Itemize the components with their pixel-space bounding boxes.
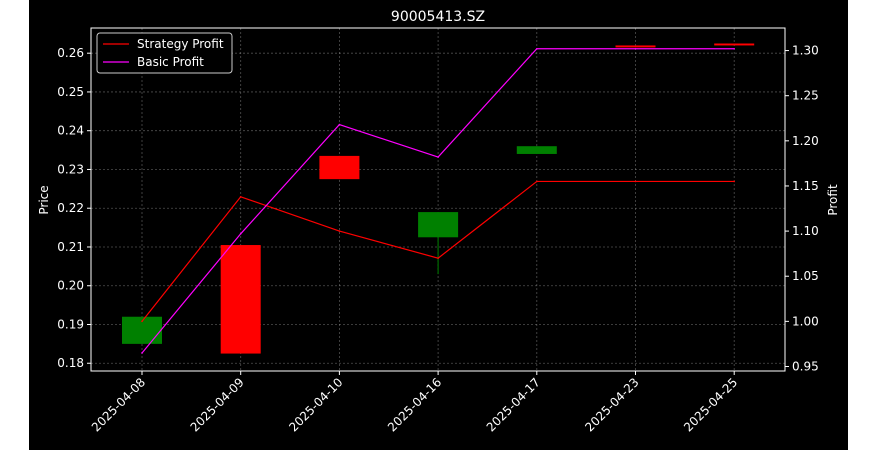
x-tick-label-5: 2025-04-23 <box>582 375 641 434</box>
y-tick-label-right-5: 1.20 <box>792 134 819 148</box>
y-tick-label-right-2: 1.05 <box>792 269 819 283</box>
series-1-point-1 <box>239 233 242 235</box>
series-0-point-5 <box>634 180 637 183</box>
y-tick-label-left-0: 0.18 <box>57 356 84 370</box>
y-tick-label-left-4: 0.22 <box>57 201 84 215</box>
series-1-point-0 <box>141 352 143 354</box>
legend-box <box>96 32 233 74</box>
y-tick-label-left-2: 0.20 <box>57 279 84 293</box>
y-tick-label-left-1: 0.19 <box>57 317 84 331</box>
series-1-point-3 <box>437 156 439 158</box>
series-0-point-1 <box>239 195 242 198</box>
y-axis-label-right: Profit <box>826 184 840 216</box>
profit-lines <box>141 47 735 354</box>
x-tick-label-6: 2025-04-25 <box>681 375 740 434</box>
y-axis-label-left: Price <box>37 185 51 214</box>
x-tick-label-3: 2025-04-16 <box>385 375 444 434</box>
plot-frame <box>90 27 786 372</box>
candle-body-5 <box>615 45 656 48</box>
y-tick-label-right-7: 1.30 <box>792 44 819 58</box>
series-0-point-3 <box>437 257 439 259</box>
candle-body-6 <box>714 43 755 46</box>
y-tick-label-right-4: 1.15 <box>792 179 819 193</box>
candlestick-chart: 90005413.SZ 0.18 0.19 0.20 0.21 0.22 0.23 0.24… <box>37 9 840 434</box>
candle-body-2 <box>319 155 360 180</box>
series-1-point-4 <box>536 47 538 50</box>
legend-label-basic-profit: Basic Profit <box>137 55 204 69</box>
series-0-point-4 <box>536 180 538 183</box>
y-tick-label-left-3: 0.21 <box>57 240 84 254</box>
y-tick-label-left-5: 0.23 <box>57 162 84 176</box>
y-tick-label-right-1: 1.00 <box>792 314 819 328</box>
candles <box>122 43 755 354</box>
x-tick-label-1: 2025-04-09 <box>188 375 247 434</box>
y-tick-label-right-3: 1.10 <box>792 224 819 238</box>
legend: Strategy Profit Basic Profit <box>96 32 233 74</box>
y-tick-label-left-7: 0.25 <box>57 85 84 99</box>
series-1-point-5 <box>634 47 637 50</box>
x-tick-label-4: 2025-04-17 <box>484 375 543 434</box>
y-tick-label-right-6: 1.25 <box>792 89 819 103</box>
y-tick-label-left-8: 0.26 <box>57 46 84 60</box>
candle-body-3 <box>418 212 459 238</box>
y-tick-label-left-6: 0.24 <box>57 124 84 138</box>
candle-body-1 <box>220 245 261 354</box>
y-tick-label-right-0: 0.95 <box>792 359 819 373</box>
legend-label-strategy-profit: Strategy Profit <box>137 37 224 51</box>
series-0-point-6 <box>733 180 735 183</box>
series-0-point-0 <box>141 320 143 323</box>
series-0-point-2 <box>338 230 341 232</box>
chart-title: 90005413.SZ <box>391 9 485 25</box>
series-1-point-2 <box>338 123 341 126</box>
x-tick-label-0: 2025-04-08 <box>89 375 148 434</box>
candle-body-4 <box>516 146 557 154</box>
x-tick-label-2: 2025-04-10 <box>286 375 345 434</box>
series-1-point-6 <box>733 47 735 50</box>
grid <box>91 28 785 371</box>
chart-figure: 90005413.SZ 0.18 0.19 0.20 0.21 0.22 0.23 0.24… <box>29 0 848 450</box>
